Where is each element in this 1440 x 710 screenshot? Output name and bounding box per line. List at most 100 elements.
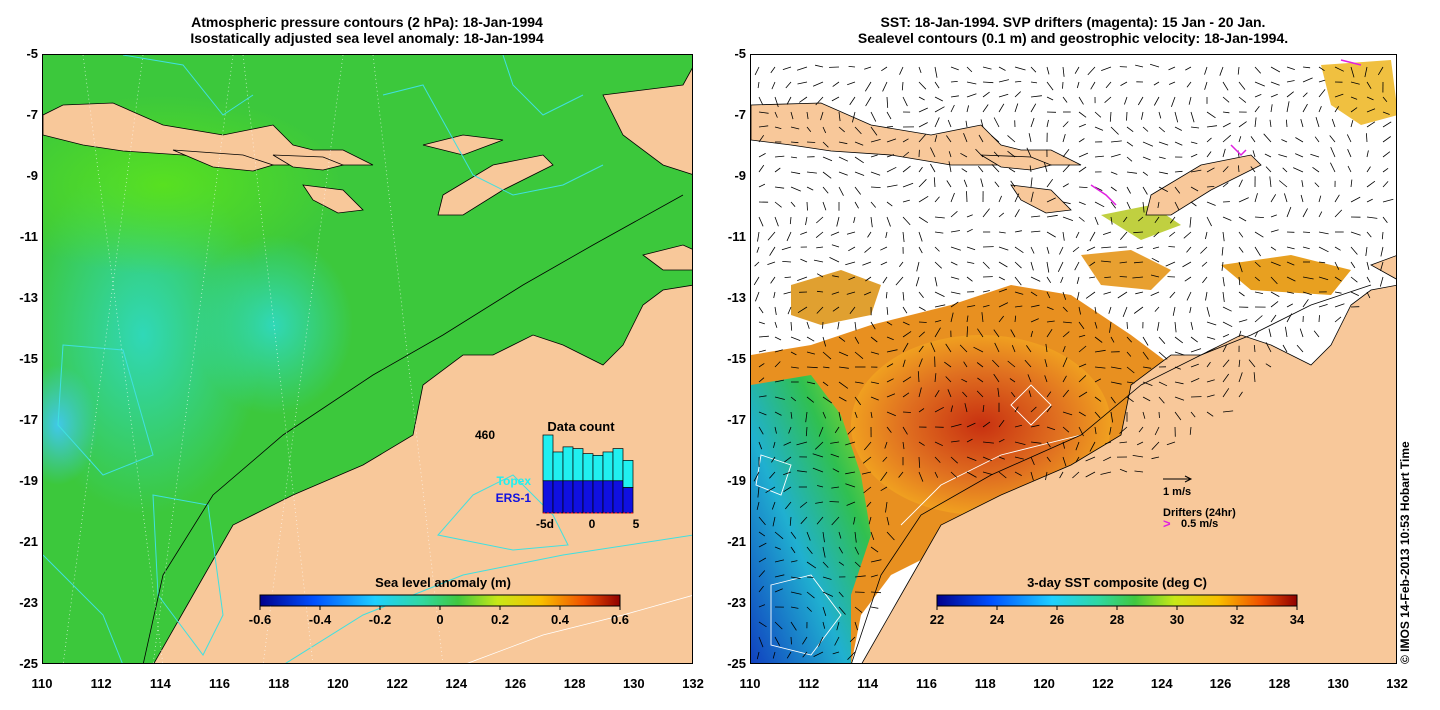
- velocity-vector: [947, 389, 952, 398]
- velocity-vector: [1334, 246, 1341, 251]
- velocity-vector: [902, 199, 910, 203]
- velocity-vector: [1171, 96, 1176, 108]
- velocity-vector: [790, 636, 792, 645]
- velocity-vector: [829, 501, 840, 503]
- latitude-tick-label: -5: [734, 46, 746, 61]
- velocity-vector: [961, 378, 968, 383]
- velocity-vector: [934, 231, 944, 234]
- velocity-vector: [1190, 126, 1200, 129]
- velocity-vector: [977, 377, 984, 383]
- velocity-vector: [998, 419, 1005, 428]
- sst-colorbar-gradient: [936, 594, 1298, 607]
- velocity-vector: [975, 148, 984, 158]
- velocity-vector: [1126, 396, 1134, 403]
- velocity-vector: [1268, 328, 1272, 338]
- sea-level-anomaly-map[interactable]: Sea level anomaly (m) -0.6 -0.4 -0.2 0 0.2 0.…: [42, 54, 693, 664]
- velocity-vector: [916, 261, 920, 272]
- velocity-vector: [797, 306, 808, 314]
- velocity-vector: [964, 403, 968, 413]
- velocity-vector: [1168, 246, 1176, 248]
- velocity-vector: [758, 411, 767, 416]
- velocity-vector: [1046, 291, 1051, 299]
- velocity-vector: [758, 516, 766, 526]
- velocity-vector: [1254, 94, 1262, 98]
- velocity-vector: [1094, 126, 1104, 131]
- sumba-island: [1010, 184, 1072, 214]
- velocity-vector: [1285, 326, 1288, 338]
- latitude-tick-label: -21: [727, 534, 746, 549]
- velocity-vector: [870, 351, 880, 355]
- velocity-vector: [845, 483, 856, 488]
- velocity-vector: [966, 422, 976, 428]
- velocity-vector: [1381, 231, 1384, 240]
- velocity-vector: [880, 261, 888, 266]
- velocity-vector: [1379, 276, 1384, 287]
- velocity-vector: [944, 361, 952, 368]
- velocity-vector: [1222, 122, 1231, 128]
- velocity-vector: [934, 327, 941, 338]
- sea-level-colorbar: Sea level anomaly (m) -0.6 -0.4 -0.2 0 0.2 0.…: [249, 575, 629, 627]
- velocity-vector: [854, 411, 858, 419]
- velocity-vector: [950, 301, 959, 308]
- velocity-vector: [1014, 291, 1024, 295]
- velocity-vector: [1221, 246, 1224, 256]
- velocity-vector: [966, 105, 969, 113]
- velocity-vector: [1329, 135, 1336, 143]
- velocity-vector: [806, 591, 815, 599]
- velocity-vector: [950, 456, 958, 464]
- velocity-vector: [1078, 411, 1086, 417]
- velocity-vector: [1366, 231, 1372, 238]
- velocity-vector: [767, 231, 776, 241]
- sst-patch: [1081, 250, 1171, 290]
- velocity-vector: [1072, 246, 1080, 253]
- velocity-vector: [784, 456, 792, 463]
- velocity-vector: [771, 456, 776, 463]
- velocity-vector: [950, 440, 960, 443]
- velocity-vector: [757, 231, 760, 242]
- right-panel-title: SST: 18-Jan-1994. SVP drifters (magenta)…: [750, 14, 1396, 46]
- velocity-vector: [790, 591, 802, 595]
- velocity-vector: [1030, 191, 1034, 203]
- velocity-vector: [1126, 171, 1138, 174]
- velocity-vector: [832, 651, 840, 655]
- sst-map[interactable]: 1 m/s Drifters (24hr) > 0.5 m/s 3-day SS…: [750, 54, 1397, 664]
- velocity-vector: [802, 651, 808, 658]
- velocity-vector: [963, 361, 968, 368]
- velocity-vector: [1126, 156, 1133, 162]
- velocity-vector: [838, 606, 846, 615]
- velocity-vector: [1046, 306, 1054, 310]
- velocity-vector: [1222, 231, 1225, 242]
- velocity-vector: [1119, 441, 1128, 444]
- velocity-vector: [934, 276, 938, 287]
- topex-count-bar: [562, 446, 574, 482]
- velocity-vector: [886, 363, 894, 368]
- velocity-vector: [816, 216, 824, 224]
- velocity-vector: [1123, 216, 1128, 223]
- longitude-tick-label: 110: [739, 676, 761, 691]
- velocity-vector: [790, 126, 800, 130]
- longitude-tick-label: 110: [31, 676, 53, 691]
- velocity-vector: [1078, 186, 1088, 188]
- velocity-vector: [1046, 96, 1054, 101]
- velocity-vector: [790, 576, 801, 579]
- velocity-vector: [902, 441, 905, 450]
- velocity-vector: [1028, 133, 1032, 143]
- velocity-vector: [918, 107, 928, 113]
- velocity-vector: [1302, 92, 1308, 98]
- velocity-vector: [1286, 80, 1295, 83]
- velocity-vector: [1206, 379, 1215, 383]
- velocity-vector: [769, 246, 776, 256]
- velocity-vector: [1151, 441, 1160, 450]
- latitude-tick-label: -23: [727, 595, 746, 610]
- velocity-vector: [866, 501, 872, 507]
- velocity-vector: [818, 426, 824, 437]
- velocity-vector: [847, 651, 856, 660]
- velocity-vector: [902, 216, 911, 226]
- velocity-vector: [1270, 93, 1278, 98]
- north-island-group: [602, 67, 692, 175]
- velocity-vector: [1334, 261, 1340, 270]
- velocity-vector: [781, 246, 792, 251]
- velocity-vector: [786, 651, 792, 659]
- colorbar-tick-label: 30: [1170, 612, 1184, 627]
- velocity-vector: [785, 81, 792, 89]
